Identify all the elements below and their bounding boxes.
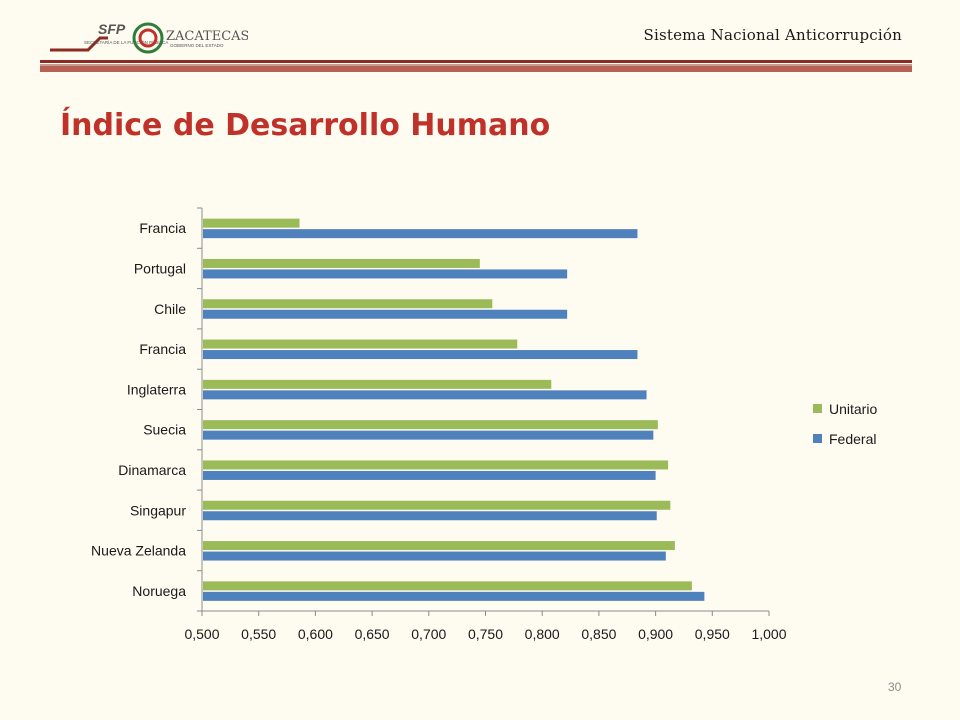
x-tick-label: 0,800 bbox=[525, 626, 560, 642]
logo-zacatecas-sub: GOBIERNO DEL ESTADO bbox=[170, 43, 224, 48]
legend-swatch-federal bbox=[813, 434, 822, 443]
bar-unitario bbox=[203, 258, 480, 268]
logo-graphic: SFP SECRETARÍA DE LA FUNCIÓN PÚBLICA ZAC… bbox=[50, 21, 249, 54]
category-label: Francia bbox=[139, 341, 186, 357]
header-rule-light bbox=[40, 64, 912, 66]
legend-label: Unitario bbox=[829, 401, 877, 417]
x-tick-label: 0,550 bbox=[241, 626, 276, 642]
category-label: Singapur bbox=[130, 502, 186, 518]
legend-swatch-unitario bbox=[813, 404, 822, 413]
x-tick-label: 0,600 bbox=[298, 626, 333, 642]
x-tick-label: 0,900 bbox=[638, 626, 673, 642]
header-rule bbox=[40, 60, 912, 63]
category-label: Dinamarca bbox=[118, 462, 186, 478]
bar-federal bbox=[203, 390, 647, 400]
bar-federal bbox=[203, 269, 568, 279]
bar-federal bbox=[203, 551, 666, 561]
category-label: Nueva Zelanda bbox=[91, 543, 186, 559]
x-tick-label: 0,650 bbox=[355, 626, 390, 642]
bar-federal bbox=[203, 350, 638, 360]
bar-unitario bbox=[203, 420, 658, 430]
x-tick-label: 0,950 bbox=[695, 626, 730, 642]
zacatecas-emblem-icon bbox=[132, 22, 164, 54]
bar-federal bbox=[203, 309, 568, 319]
bar-federal bbox=[203, 591, 705, 601]
category-label: Inglaterra bbox=[127, 381, 186, 397]
logo-sfp-sub: SECRETARÍA DE LA FUNCIÓN PÚBLICA bbox=[84, 39, 168, 45]
bar-federal bbox=[203, 430, 654, 440]
slide-title: Índice de Desarrollo Humano bbox=[60, 108, 551, 143]
legend-label: Federal bbox=[829, 431, 876, 447]
header-organization: Sistema Nacional Anticorrupción bbox=[643, 26, 902, 44]
category-label: Portugal bbox=[134, 260, 186, 276]
category-label: Chile bbox=[154, 301, 186, 317]
logo-zacatecas: ZACATECAS bbox=[166, 29, 248, 44]
page-number: 30 bbox=[888, 680, 902, 694]
logos: SFP SECRETARÍA DE LA FUNCIÓN PÚBLICA ZAC… bbox=[48, 14, 249, 60]
category-label: Francia bbox=[139, 220, 186, 236]
bar-unitario bbox=[203, 460, 669, 470]
bar-unitario bbox=[203, 339, 518, 349]
bar-unitario bbox=[203, 541, 675, 551]
category-label: Noruega bbox=[132, 583, 186, 599]
x-tick-label: 0,700 bbox=[411, 626, 446, 642]
bar-federal bbox=[203, 511, 657, 521]
logo-sfp: SFP bbox=[98, 21, 126, 37]
bar-unitario bbox=[203, 500, 671, 510]
bar-unitario bbox=[203, 299, 493, 309]
bar-federal bbox=[203, 470, 656, 480]
bar-federal bbox=[203, 229, 638, 239]
bar-unitario bbox=[203, 581, 692, 591]
bar-unitario bbox=[203, 218, 300, 228]
x-tick-label: 0,750 bbox=[468, 626, 503, 642]
x-tick-label: 1,000 bbox=[751, 626, 786, 642]
bar-unitario bbox=[203, 379, 552, 389]
x-tick-label: 0,850 bbox=[581, 626, 616, 642]
x-tick-label: 0,500 bbox=[184, 626, 219, 642]
header-rule-thick bbox=[40, 66, 912, 72]
category-label: Suecia bbox=[143, 422, 186, 438]
